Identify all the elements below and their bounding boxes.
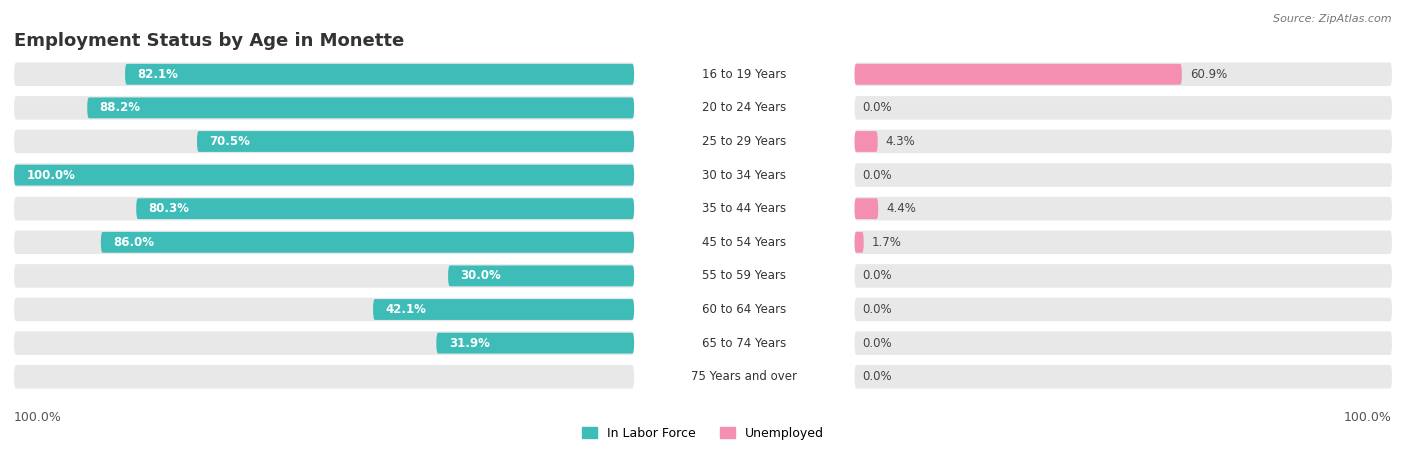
- FancyBboxPatch shape: [855, 63, 1392, 86]
- FancyBboxPatch shape: [14, 96, 634, 120]
- FancyBboxPatch shape: [14, 264, 634, 288]
- FancyBboxPatch shape: [855, 96, 1392, 120]
- FancyBboxPatch shape: [449, 266, 634, 286]
- Text: 60.9%: 60.9%: [1189, 68, 1227, 81]
- Text: Source: ZipAtlas.com: Source: ZipAtlas.com: [1274, 14, 1392, 23]
- Text: 4.3%: 4.3%: [886, 135, 915, 148]
- FancyBboxPatch shape: [14, 331, 634, 355]
- Text: 60 to 64 Years: 60 to 64 Years: [702, 303, 786, 316]
- FancyBboxPatch shape: [855, 197, 1392, 221]
- Text: 88.2%: 88.2%: [100, 101, 141, 115]
- Text: 25 to 29 Years: 25 to 29 Years: [702, 135, 786, 148]
- Text: 30 to 34 Years: 30 to 34 Years: [703, 169, 786, 182]
- FancyBboxPatch shape: [14, 63, 634, 86]
- Text: 45 to 54 Years: 45 to 54 Years: [702, 236, 786, 249]
- FancyBboxPatch shape: [14, 197, 634, 221]
- FancyBboxPatch shape: [855, 264, 1392, 288]
- Text: 0.0%: 0.0%: [863, 370, 893, 383]
- FancyBboxPatch shape: [855, 298, 1392, 321]
- Text: 0.0%: 0.0%: [863, 101, 893, 115]
- Text: 55 to 59 Years: 55 to 59 Years: [703, 269, 786, 282]
- Text: 20 to 24 Years: 20 to 24 Years: [702, 101, 786, 115]
- Text: Employment Status by Age in Monette: Employment Status by Age in Monette: [14, 32, 405, 50]
- Text: 70.5%: 70.5%: [209, 135, 250, 148]
- Text: 82.1%: 82.1%: [138, 68, 179, 81]
- FancyBboxPatch shape: [14, 298, 634, 321]
- Text: 80.3%: 80.3%: [149, 202, 190, 215]
- FancyBboxPatch shape: [855, 232, 863, 253]
- Text: 86.0%: 86.0%: [114, 236, 155, 249]
- FancyBboxPatch shape: [125, 64, 634, 85]
- FancyBboxPatch shape: [436, 333, 634, 354]
- FancyBboxPatch shape: [855, 130, 1392, 153]
- Text: 0.0%: 0.0%: [863, 303, 893, 316]
- FancyBboxPatch shape: [197, 131, 634, 152]
- FancyBboxPatch shape: [14, 165, 634, 185]
- Text: 100.0%: 100.0%: [27, 169, 76, 182]
- Text: 31.9%: 31.9%: [449, 336, 489, 350]
- FancyBboxPatch shape: [101, 232, 634, 253]
- Text: 16 to 19 Years: 16 to 19 Years: [702, 68, 786, 81]
- Text: 35 to 44 Years: 35 to 44 Years: [702, 202, 786, 215]
- Text: 0.0%: 0.0%: [863, 269, 893, 282]
- FancyBboxPatch shape: [855, 198, 879, 219]
- Text: 0.0%: 0.0%: [863, 336, 893, 350]
- Text: 65 to 74 Years: 65 to 74 Years: [702, 336, 786, 350]
- Text: 30.0%: 30.0%: [461, 269, 502, 282]
- FancyBboxPatch shape: [855, 163, 1392, 187]
- Text: 1.7%: 1.7%: [872, 236, 901, 249]
- FancyBboxPatch shape: [136, 198, 634, 219]
- FancyBboxPatch shape: [855, 131, 877, 152]
- Text: 0.0%: 0.0%: [863, 169, 893, 182]
- FancyBboxPatch shape: [855, 331, 1392, 355]
- FancyBboxPatch shape: [14, 365, 634, 388]
- FancyBboxPatch shape: [14, 130, 634, 153]
- FancyBboxPatch shape: [14, 163, 634, 187]
- Text: 100.0%: 100.0%: [14, 411, 62, 424]
- FancyBboxPatch shape: [373, 299, 634, 320]
- FancyBboxPatch shape: [855, 230, 1392, 254]
- Text: 75 Years and over: 75 Years and over: [692, 370, 797, 383]
- Text: 4.4%: 4.4%: [886, 202, 917, 215]
- Legend: In Labor Force, Unemployed: In Labor Force, Unemployed: [576, 422, 830, 445]
- Text: 100.0%: 100.0%: [1344, 411, 1392, 424]
- FancyBboxPatch shape: [855, 365, 1392, 388]
- Text: 42.1%: 42.1%: [385, 303, 426, 316]
- FancyBboxPatch shape: [14, 230, 634, 254]
- FancyBboxPatch shape: [87, 97, 634, 118]
- FancyBboxPatch shape: [855, 64, 1182, 85]
